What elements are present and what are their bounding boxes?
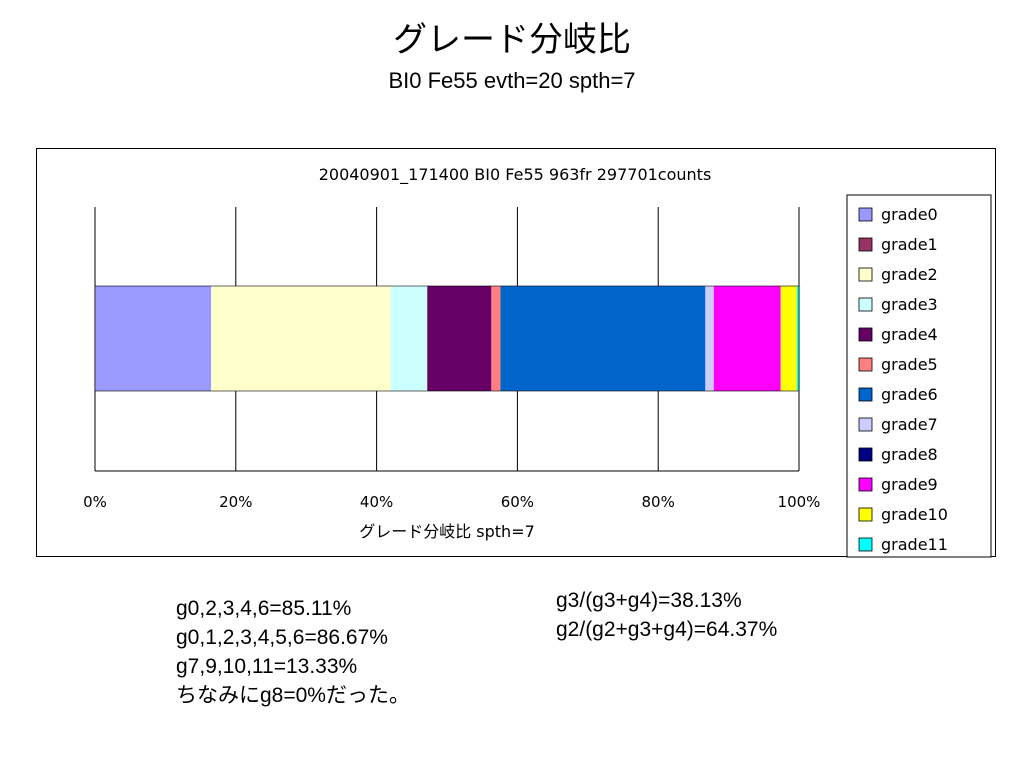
legend-swatch: [858, 417, 873, 432]
chart-title: 20040901_171400 BI0 Fe55 963fr 297701cou…: [319, 165, 712, 185]
legend-swatch: [858, 477, 873, 492]
legend-swatch: [858, 207, 873, 222]
legend-swatch: [858, 357, 873, 372]
bar-segment-grade5: [491, 286, 501, 391]
bar-outline: [94, 285, 800, 392]
legend-swatch: [858, 267, 873, 282]
x-tick-label: 80%: [642, 493, 675, 511]
stacked-bar-chart: 20040901_171400 BI0 Fe55 963fr 297701cou…: [83, 165, 992, 558]
bar-segment-grade4: [427, 286, 492, 391]
bar-segment-grade9: [713, 286, 781, 391]
note-line: ちなみにg8=0%だった。: [176, 684, 410, 707]
legend-label: grade4: [881, 325, 938, 344]
bar-segment-grade0: [95, 286, 212, 391]
legend-label: grade6: [881, 385, 938, 404]
legend-label: grade3: [881, 295, 938, 314]
chart-area: 20040901_171400 BI0 Fe55 963fr 297701cou…: [36, 148, 996, 558]
bar-segment-grade11: [796, 286, 799, 391]
legend-swatch: [858, 447, 873, 462]
bar-segment-grade7: [705, 286, 714, 391]
bar-segment-grade6: [500, 286, 706, 391]
legend-swatch: [858, 237, 873, 252]
slide-title: グレード分岐比: [393, 20, 631, 60]
note-line: g0,2,3,4,6=85.11%: [176, 597, 352, 620]
note-line: g0,1,2,3,4,5,6=86.67%: [176, 626, 388, 649]
x-tick-label: 100%: [778, 493, 821, 511]
x-tick-label: 40%: [360, 493, 393, 511]
legend-swatch: [858, 507, 873, 522]
legend-label: grade5: [881, 355, 938, 374]
legend-label: grade0: [881, 205, 938, 224]
legend-swatch: [858, 387, 873, 402]
notes-right: g3/(g3+g4)=38.13% g2/(g2+g3+g4)=64.37%: [556, 586, 777, 644]
bar-segment-grade10: [780, 286, 797, 391]
plot-area: 0% 20% 40% 60% 80% 100%: [83, 207, 820, 511]
legend-label: grade2: [881, 265, 938, 284]
slide-subtitle: BI0 Fe55 evth=20 spth=7: [388, 68, 636, 93]
legend: grade0 grade1 grade2 grade3 grade4 grade5 grad…: [846, 194, 992, 558]
legend-label: grade7: [881, 415, 938, 434]
x-axis-label: グレード分岐比 spth=7: [359, 522, 535, 541]
x-tick-label: 20%: [219, 493, 252, 511]
legend-swatch: [858, 297, 873, 312]
legend-box: [846, 194, 992, 558]
legend-swatch: [858, 537, 873, 552]
note-line: g7,9,10,11=13.33%: [176, 655, 358, 678]
note-line: g3/(g3+g4)=38.13%: [556, 589, 742, 612]
x-tick-label: 60%: [501, 493, 534, 511]
note-line: g2/(g2+g3+g4)=64.37%: [556, 618, 778, 641]
bar-segment-grade3: [390, 286, 428, 391]
legend-label: grade8: [881, 445, 938, 464]
legend-label: grade11: [881, 535, 948, 554]
legend-swatch: [858, 327, 873, 342]
bar-segment-grade2: [211, 286, 391, 391]
notes-left: g0,2,3,4,6=85.11% g0,1,2,3,4,5,6=86.67% …: [176, 594, 410, 710]
x-tick-label: 0%: [83, 493, 107, 511]
legend-label: grade1: [881, 235, 938, 254]
legend-label: grade9: [881, 475, 938, 494]
legend-label: grade10: [881, 505, 948, 524]
